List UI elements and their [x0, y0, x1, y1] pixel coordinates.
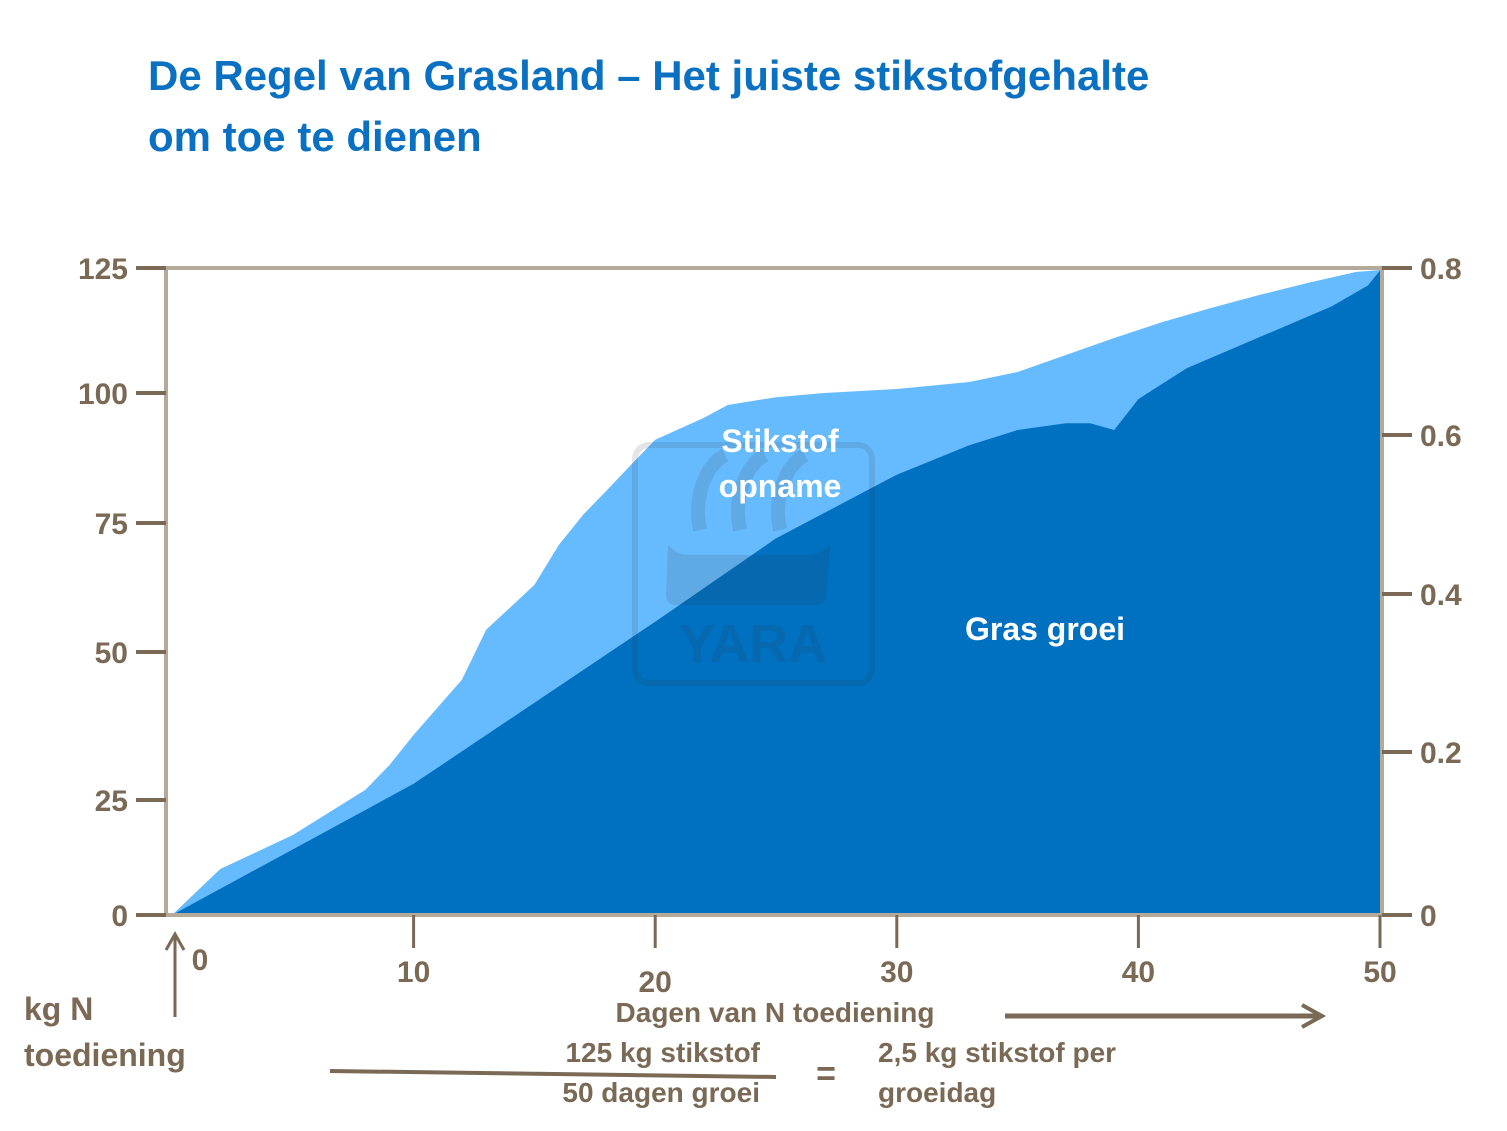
x-tick-label: 10: [397, 956, 430, 989]
y-label-line-2: toediening: [24, 1037, 186, 1073]
y-right-tick-label: 0: [1420, 900, 1437, 933]
x-tick-label: 30: [880, 956, 913, 989]
chart-title-line-2: om toe te dienen: [148, 113, 482, 160]
fraction-numerator: 125 kg stikstof: [565, 1037, 760, 1068]
yara-logo-watermark: YARA: [632, 442, 875, 686]
y-axis-right: 0 0.2 0.4 0.6 0.8: [1382, 253, 1462, 933]
x-tick-label: 20: [639, 966, 672, 999]
y-left-tick-label: 0: [111, 900, 128, 933]
x-tick-label: 40: [1122, 956, 1155, 989]
plot-areas: [172, 270, 1380, 915]
equals-sign: =: [816, 1055, 836, 1093]
series-label-stikstof-line-1: Stikstof: [721, 423, 839, 459]
series-label-gras-groei: Gras groei: [965, 611, 1125, 647]
right-arrow-icon: [1005, 1003, 1327, 1029]
y-left-tick-label: 125: [78, 253, 128, 286]
x-tick-label: 0: [192, 944, 209, 977]
result-line-2: groeidag: [878, 1077, 996, 1108]
fraction-denominator: 50 dagen groei: [562, 1077, 760, 1108]
x-axis-label: Dagen van N toediening: [616, 997, 935, 1028]
x-axis: 0 10 20 30 40 50: [192, 915, 1397, 999]
result-line-1: 2,5 kg stikstof per: [878, 1037, 1116, 1068]
y-right-tick-label: 0.2: [1420, 737, 1462, 770]
y-axis-label: kg N toediening: [24, 930, 186, 1073]
y-right-tick-label: 0.6: [1420, 420, 1462, 453]
y-axis-left: 0 25 50 75 100 125: [78, 253, 166, 933]
chart-title-line-1: De Regel van Grasland – Het juiste stiks…: [148, 52, 1149, 99]
y-label-line-1: kg N: [24, 991, 93, 1027]
y-right-tick-label: 0.4: [1420, 579, 1462, 612]
y-left-tick-label: 75: [95, 508, 128, 541]
y-left-tick-label: 50: [95, 637, 128, 670]
y-left-tick-label: 25: [95, 785, 128, 818]
x-tick-label: 50: [1363, 956, 1396, 989]
watermark-text: YARA: [679, 614, 827, 674]
series-label-stikstof-line-2: opname: [719, 468, 842, 504]
area-gras-groei: [172, 270, 1380, 915]
fraction-line: [329, 1069, 777, 1079]
y-right-tick-label: 0.8: [1420, 253, 1462, 286]
y-left-tick-label: 100: [78, 378, 128, 411]
plot-frame: [164, 266, 1384, 917]
